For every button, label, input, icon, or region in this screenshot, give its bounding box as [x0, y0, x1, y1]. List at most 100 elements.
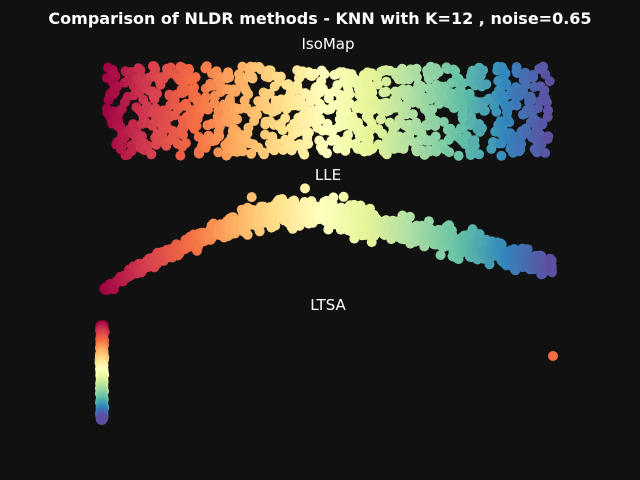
isomap-point: [526, 95, 537, 106]
isomap-point: [243, 122, 254, 133]
lle-point: [546, 267, 557, 278]
lle-point: [484, 259, 495, 270]
isomap-point: [539, 85, 550, 96]
isomap-point: [438, 116, 449, 127]
isomap-point: [516, 139, 527, 149]
isomap-point: [234, 69, 245, 80]
isomap-point: [381, 149, 392, 160]
lle-point: [423, 216, 434, 227]
isomap-point: [246, 148, 257, 159]
isomap-point: [444, 147, 455, 158]
isomap-point: [372, 79, 383, 90]
isomap-point: [322, 148, 332, 159]
isomap-point: [532, 147, 542, 158]
isomap-point: [150, 64, 161, 75]
isomap-point: [224, 72, 235, 83]
isomap-point: [543, 105, 553, 116]
isomap-point: [381, 86, 392, 97]
isomap-point: [366, 118, 377, 128]
isomap-point: [411, 63, 422, 74]
lle-point: [522, 244, 533, 255]
isomap-point: [344, 89, 355, 100]
isomap-point: [164, 89, 175, 100]
lle-point: [289, 195, 300, 206]
isomap-point: [201, 61, 212, 72]
isomap-point: [247, 73, 258, 84]
lle-scatter: [99, 183, 557, 296]
isomap-point: [213, 108, 224, 119]
isomap-point: [407, 109, 418, 120]
isomap-point: [243, 89, 254, 100]
isomap-point: [183, 64, 194, 75]
isomap-point: [152, 88, 162, 99]
isomap-point: [264, 88, 275, 99]
isomap-point: [118, 139, 129, 150]
isomap-scatter: [101, 61, 555, 161]
isomap-point: [496, 150, 507, 161]
isomap-point: [213, 147, 224, 158]
isomap-point: [178, 123, 189, 134]
isomap-point: [141, 100, 152, 111]
lle-point: [300, 183, 310, 194]
isomap-point: [500, 68, 511, 79]
isomap-point: [477, 123, 487, 134]
lle-point: [435, 250, 446, 261]
isomap-point: [364, 132, 374, 143]
isomap-point: [430, 115, 441, 126]
isomap-point: [190, 72, 201, 83]
isomap-point: [194, 148, 205, 159]
isomap-point: [146, 149, 157, 160]
isomap-point: [478, 65, 489, 76]
isomap-point: [303, 127, 314, 138]
isomap-point: [453, 150, 464, 161]
ltsa-point: [96, 415, 107, 425]
isomap-point: [504, 117, 515, 128]
isomap-point: [544, 76, 555, 87]
isomap-point: [538, 61, 549, 72]
isomap-point: [430, 131, 441, 142]
isomap-point: [392, 97, 403, 108]
isomap-point: [381, 76, 392, 87]
isomap-point: [541, 97, 552, 108]
isomap-point: [461, 130, 472, 141]
isomap-point: [481, 79, 492, 90]
isomap-point: [491, 106, 502, 117]
isomap-point: [303, 138, 314, 149]
ltsa-title: LTSA: [310, 296, 346, 314]
isomap-point: [203, 104, 213, 115]
isomap-point: [404, 129, 415, 140]
isomap-point: [214, 131, 225, 142]
isomap-point: [501, 78, 512, 89]
isomap-point: [457, 113, 468, 124]
isomap-point: [208, 80, 219, 91]
isomap-point: [280, 113, 291, 124]
isomap-point: [403, 84, 414, 95]
isomap-point: [427, 104, 438, 115]
isomap-point: [411, 72, 422, 83]
isomap-point: [528, 72, 539, 83]
isomap-point: [200, 92, 211, 103]
isomap-point: [537, 119, 548, 130]
lle-point: [496, 239, 507, 250]
isomap-point: [355, 123, 366, 134]
isomap-point: [433, 67, 444, 78]
isomap-point: [237, 146, 248, 157]
lle-point: [328, 192, 339, 203]
isomap-point: [110, 71, 121, 82]
lle-point: [467, 224, 478, 235]
isomap-point: [180, 138, 191, 149]
lle-point: [338, 191, 349, 202]
isomap-title: IsoMap: [301, 35, 354, 53]
lle-point: [397, 210, 408, 221]
isomap-point: [474, 149, 484, 160]
isomap-point: [543, 131, 554, 142]
isomap-point: [175, 150, 186, 161]
figure-title: Comparison of NLDR methods - KNN with K=…: [48, 9, 591, 28]
lle-point: [270, 220, 281, 231]
isomap-point: [275, 71, 286, 82]
isomap-point: [511, 100, 522, 111]
lle-point: [246, 192, 257, 203]
isomap-point: [375, 114, 386, 125]
